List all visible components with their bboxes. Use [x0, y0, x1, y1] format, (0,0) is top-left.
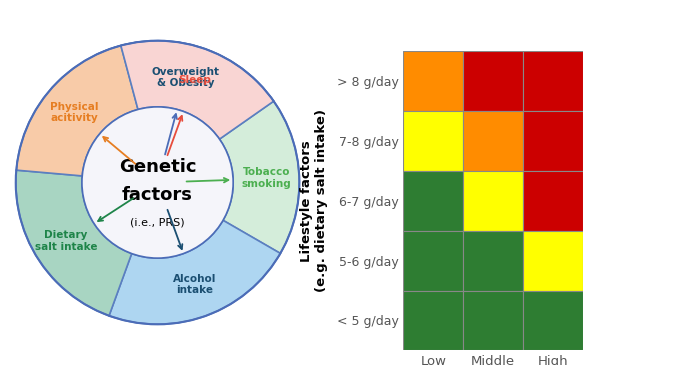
Wedge shape [109, 220, 280, 324]
Bar [523, 111, 583, 171]
Bar [463, 291, 523, 350]
Bar [403, 111, 463, 171]
Bar [463, 171, 523, 231]
Bar [523, 231, 583, 291]
Text: Combination of: Combination of [0, 364, 1, 365]
Bar [403, 231, 463, 291]
Text: Dietary
salt intake: Dietary salt intake [35, 230, 97, 252]
Text: (i.e., PRS): (i.e., PRS) [130, 218, 185, 227]
Bar [463, 111, 523, 171]
Text: Overweight
& Obesity: Overweight & Obesity [151, 67, 220, 88]
Y-axis label: Lifestyle factors
(e.g. dietary salt intake): Lifestyle factors (e.g. dietary salt int… [300, 109, 328, 292]
Bar [463, 51, 523, 111]
Wedge shape [16, 170, 132, 316]
Text: Potential use:: Potential use: [0, 364, 1, 365]
Wedge shape [219, 101, 299, 253]
Text: PRS with lifestyle risk factors: PRS with lifestyle risk factors [0, 364, 1, 365]
Bar [403, 171, 463, 231]
Wedge shape [98, 41, 274, 139]
Bar [523, 171, 583, 231]
Text: Alcohol
intake: Alcohol intake [173, 274, 216, 295]
Bar [463, 231, 523, 291]
Wedge shape [121, 41, 274, 139]
Text: Sleep: Sleep [178, 75, 211, 85]
Circle shape [82, 107, 233, 258]
Bar [523, 291, 583, 350]
Bar [523, 51, 583, 111]
Bar [403, 51, 463, 111]
Text: Genetic: Genetic [119, 158, 197, 176]
Bar [403, 291, 463, 350]
Wedge shape [16, 46, 138, 176]
Text: Physical
acitivity: Physical acitivity [50, 102, 99, 123]
Text: factors: factors [122, 186, 193, 204]
Text: Tobacco
smoking: Tobacco smoking [241, 167, 291, 189]
